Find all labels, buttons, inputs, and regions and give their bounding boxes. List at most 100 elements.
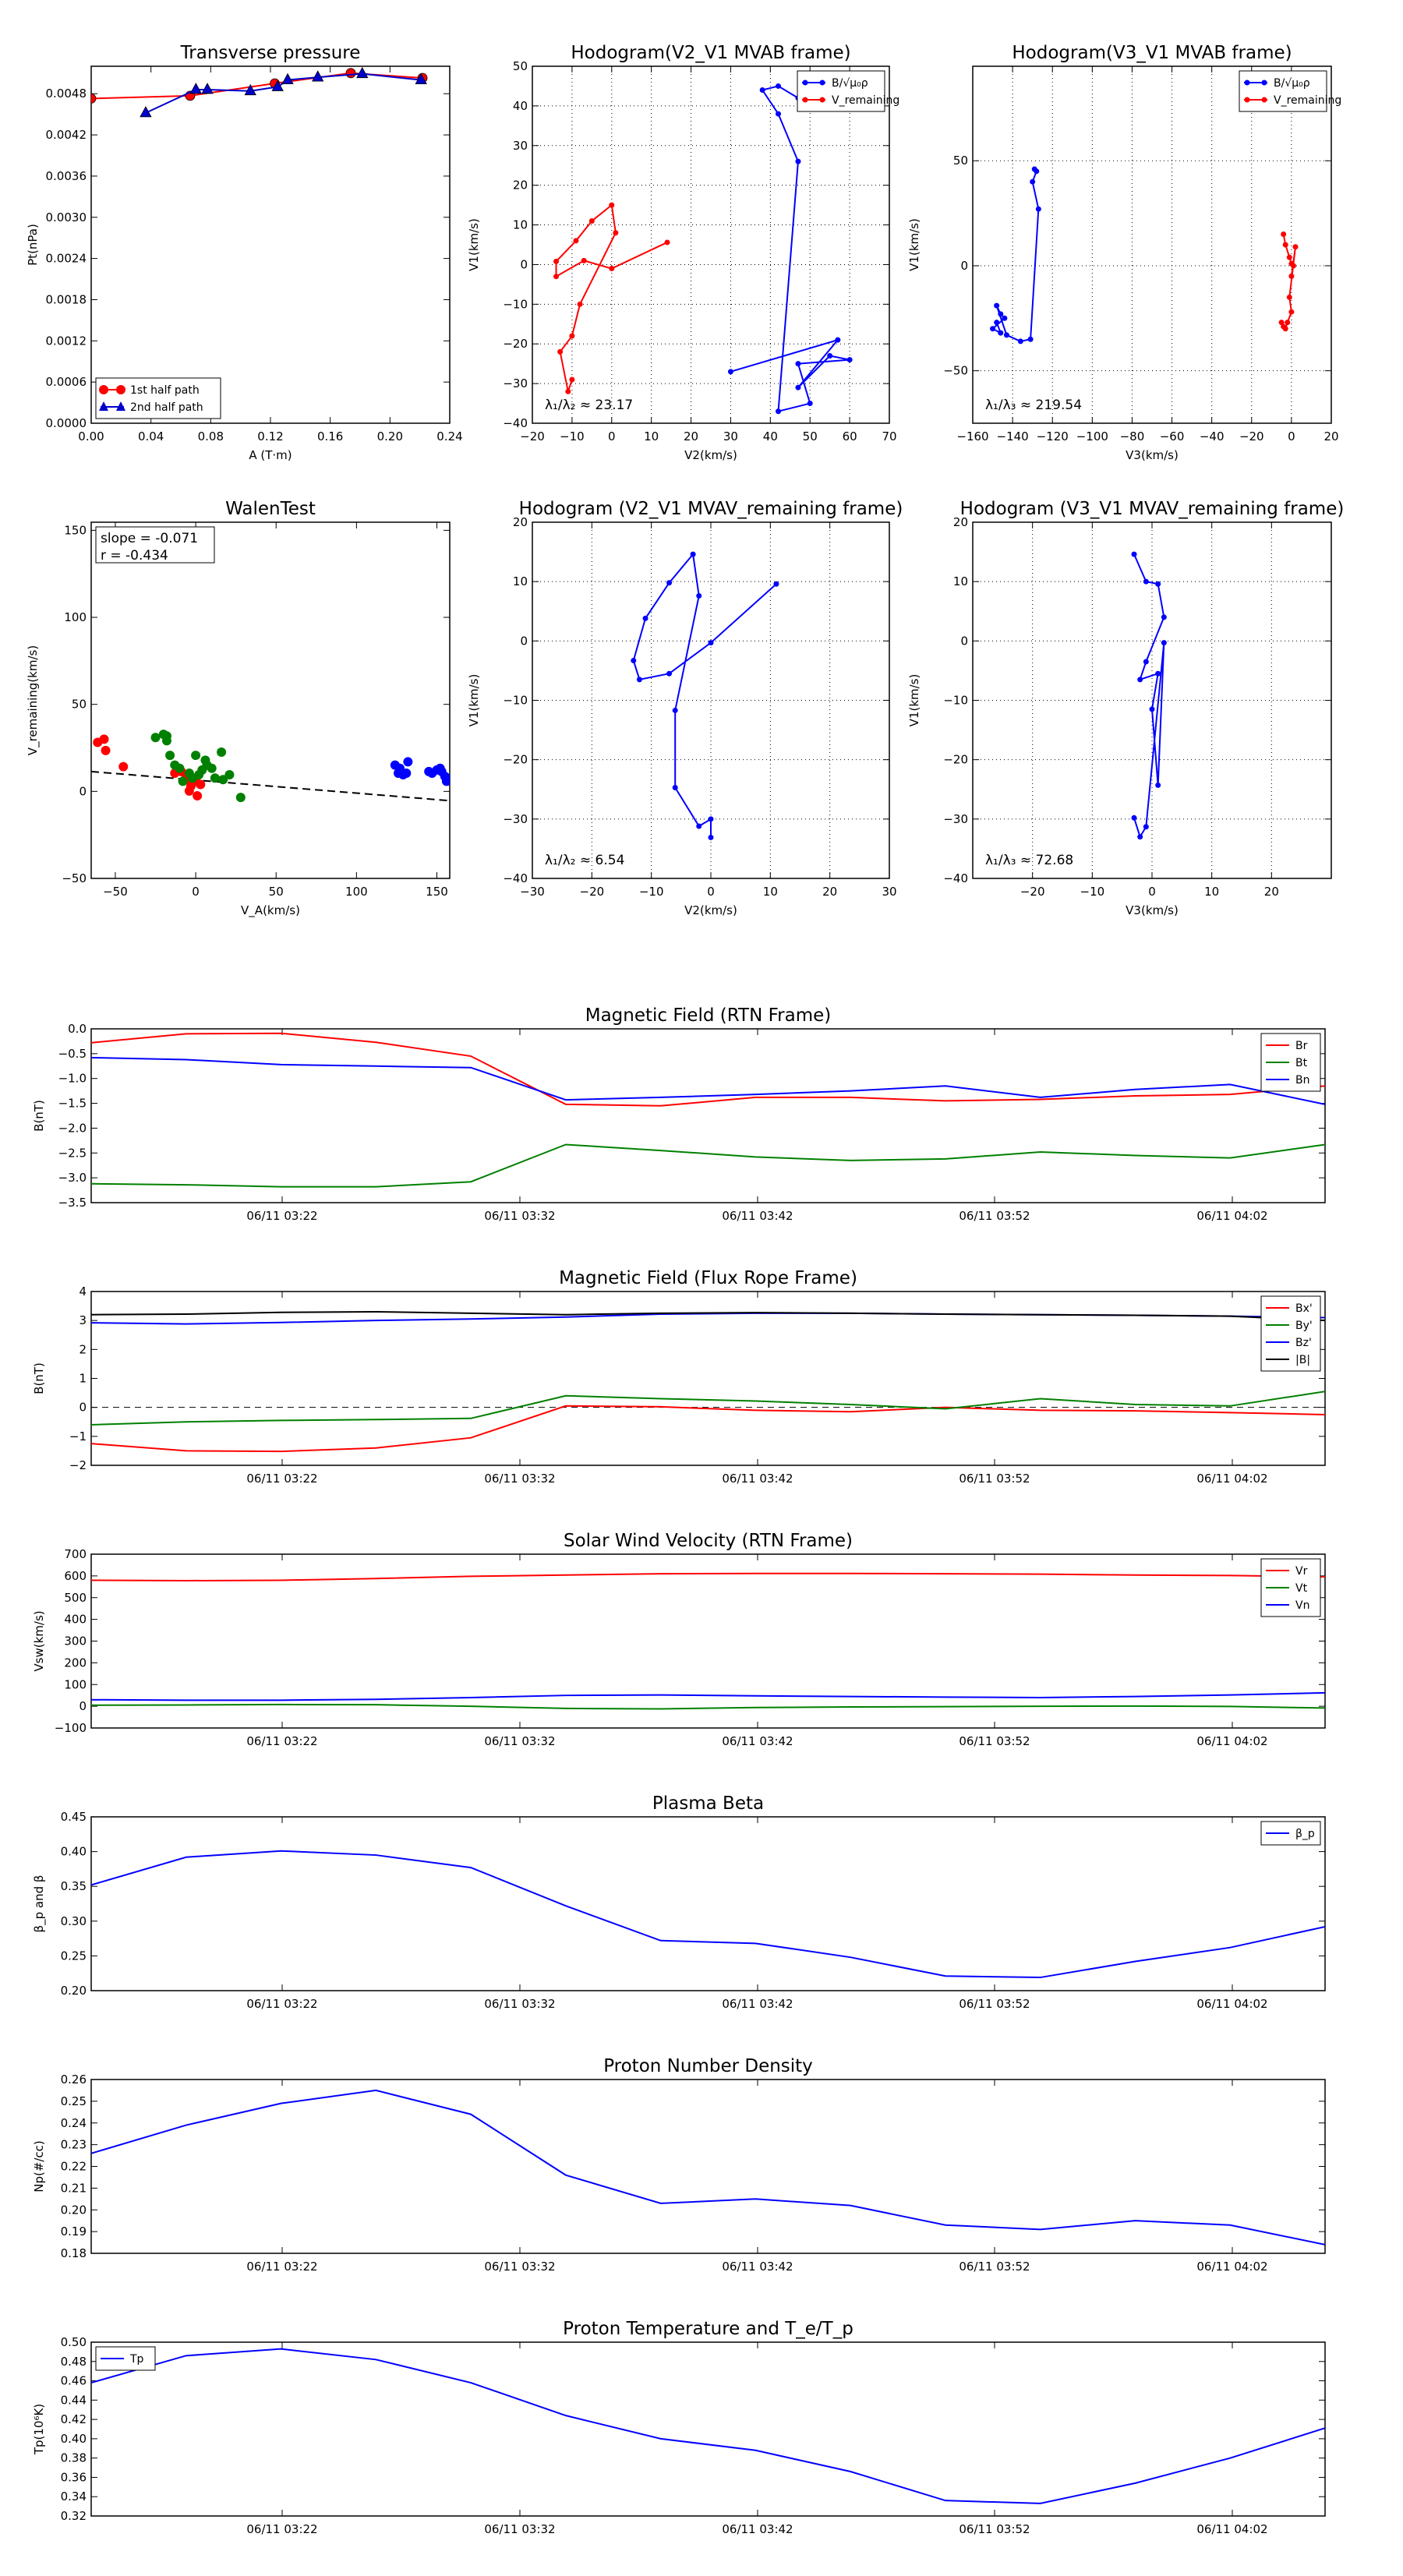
y-tick-label: 30 <box>513 139 528 153</box>
data-point <box>201 83 214 94</box>
chart-panel-3: Hodogram(V3_V1 MVAB frame) −50 0 50 −160 −140… <box>907 43 1341 462</box>
legend-box <box>797 70 885 112</box>
data-point <box>1290 263 1296 269</box>
plot-area <box>553 83 853 415</box>
data-point <box>118 761 129 772</box>
series-line-B/√μ₀ρ <box>730 85 850 413</box>
x-tick-label: 06/11 03:22 <box>246 1997 317 2011</box>
y-tick-label: 0.26 <box>61 2072 87 2087</box>
y-tick-label: −30 <box>943 812 968 826</box>
x-tick-label: −20 <box>1239 429 1264 443</box>
legend-box <box>1239 70 1327 112</box>
data-point <box>569 333 575 339</box>
chart-title: Transverse pressure <box>180 43 361 63</box>
y-tick-label: 4 <box>79 1284 87 1299</box>
data-point <box>217 747 227 757</box>
y-tick-label: 0.50 <box>61 2335 87 2349</box>
plot-frame <box>90 1816 1326 1991</box>
data-point <box>776 408 782 415</box>
data-point <box>759 87 765 94</box>
y-axis-label: V1(km/s) <box>907 674 921 727</box>
x-tick-label: 06/11 03:52 <box>959 1734 1030 1748</box>
legend-label: Bn <box>1295 1074 1309 1087</box>
data-point <box>1149 706 1155 712</box>
data-point <box>573 238 579 244</box>
y-tick-label: 0.24 <box>61 2116 87 2130</box>
legend-label: B/√μ₀ρ <box>832 77 868 90</box>
data-point <box>666 670 673 677</box>
data-point <box>312 70 324 82</box>
y-tick-label: 0 <box>520 634 528 648</box>
legend-label: 1st half path <box>130 384 200 397</box>
data-point <box>1002 315 1008 321</box>
legend: B/√μ₀ρ V_remaining <box>1239 70 1341 112</box>
x-tick-label: 06/11 03:22 <box>246 2260 317 2274</box>
y-tick-label: 100 <box>64 610 87 624</box>
y-tick-label: 0.18 <box>61 2246 87 2260</box>
fit-annotation: r = -0.434 <box>101 548 168 564</box>
plot-area <box>91 1850 1325 1979</box>
data-point <box>807 401 813 407</box>
legend-label: Bx' <box>1295 1302 1313 1315</box>
y-tick-label: −1.5 <box>58 1097 87 1111</box>
y-tick-label: 100 <box>64 1677 87 1691</box>
x-tick-label: 06/11 04:02 <box>1196 1734 1267 1748</box>
y-tick-label: −40 <box>503 871 528 885</box>
x-tick-label: 06/11 03:32 <box>484 1997 555 2011</box>
y-axis-label: V_remaining(km/s) <box>26 645 41 755</box>
data-point <box>443 775 450 785</box>
series-line-β_p <box>91 1850 1325 1979</box>
y-tick-label: 0.19 <box>61 2224 87 2239</box>
y-tick-label: 0.20 <box>61 2203 87 2217</box>
fit-annotation: slope = -0.071 <box>101 531 198 546</box>
data-point <box>609 266 615 272</box>
y-tick-label: −30 <box>503 812 528 826</box>
legend-label: Vr <box>1295 1565 1308 1578</box>
y-tick-label: 0.32 <box>61 2509 87 2523</box>
x-tick-label: 06/11 03:52 <box>959 2522 1030 2536</box>
data-point <box>696 823 702 829</box>
chart-title: Hodogram (V2_V1 MVAV_remaining frame) <box>519 499 903 519</box>
x-tick-label: −100 <box>1076 429 1108 443</box>
x-tick-label: −30 <box>520 885 545 899</box>
series-line-By' <box>91 1390 1325 1426</box>
y-tick-label: 0 <box>79 1401 87 1415</box>
y-tick-label: 400 <box>64 1613 87 1627</box>
x-tick-label: −60 <box>1160 429 1185 443</box>
data-point <box>994 302 1000 309</box>
chart-panel-9: Solar Wind Velocity (RTN Frame) −100 0 100 2… <box>32 1531 1326 1748</box>
x-tick-label: −20 <box>520 429 545 443</box>
y-tick-label: −50 <box>943 364 968 378</box>
data-point <box>175 763 185 773</box>
y-tick-label: −1.0 <box>58 1072 87 1086</box>
y-tick-label: 10 <box>513 218 528 232</box>
y-tick-label: 1 <box>79 1372 87 1386</box>
data-point <box>609 202 615 208</box>
chart-title: Magnetic Field (RTN Frame) <box>585 1005 832 1026</box>
chart-title: Solar Wind Velocity (RTN Frame) <box>564 1531 853 1551</box>
x-tick-label: 0 <box>707 885 715 899</box>
y-tick-label: 50 <box>72 698 87 712</box>
ratio-annotation: λ₁/λ₂ ≈ 23.17 <box>545 398 633 413</box>
x-tick-label: −20 <box>1020 885 1045 899</box>
data-point <box>207 763 217 773</box>
x-tick-label: 06/11 03:32 <box>484 2260 555 2274</box>
data-point <box>557 348 564 355</box>
data-point <box>1281 231 1287 238</box>
data-point <box>708 834 714 840</box>
y-axis-label: B(nT) <box>32 1362 46 1394</box>
legend-label: V_remaining <box>1274 94 1341 107</box>
x-tick-label: 0 <box>608 429 616 443</box>
chart-title: WalenTest <box>225 499 316 519</box>
y-tick-label: 50 <box>953 154 968 168</box>
x-tick-label: 0.08 <box>198 429 224 443</box>
data-point <box>795 361 801 367</box>
chart-title: Magnetic Field (Flux Rope Frame) <box>559 1268 857 1288</box>
data-point <box>795 384 801 390</box>
legend-marker <box>116 385 125 394</box>
x-tick-label: 06/11 03:42 <box>722 1734 793 1748</box>
data-point <box>193 791 203 801</box>
x-tick-label: 20 <box>684 429 698 443</box>
legend-marker <box>116 401 125 411</box>
y-tick-label: 0.40 <box>61 2432 87 2446</box>
